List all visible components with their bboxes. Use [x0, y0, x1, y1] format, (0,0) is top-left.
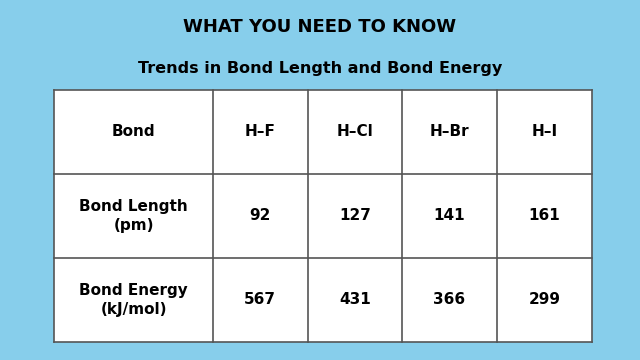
Text: 92: 92 — [250, 208, 271, 224]
Text: 161: 161 — [529, 208, 560, 224]
Bar — [308, 90, 402, 174]
Bar — [497, 90, 592, 174]
Bar — [402, 174, 497, 258]
Text: Trends in Bond Length and Bond Energy: Trends in Bond Length and Bond Energy — [138, 61, 502, 76]
Bar — [308, 258, 402, 342]
Bar — [497, 258, 592, 342]
Bar — [54, 258, 213, 342]
Text: WHAT YOU NEED TO KNOW: WHAT YOU NEED TO KNOW — [184, 18, 456, 36]
Bar — [497, 174, 592, 258]
Text: 567: 567 — [244, 292, 276, 307]
Bar — [213, 90, 308, 174]
Text: 141: 141 — [434, 208, 465, 224]
Text: 299: 299 — [529, 292, 561, 307]
Bar — [402, 258, 497, 342]
Text: 366: 366 — [433, 292, 465, 307]
Text: 127: 127 — [339, 208, 371, 224]
Text: H–Br: H–Br — [429, 125, 469, 139]
Text: Bond Length
(pm): Bond Length (pm) — [79, 199, 188, 233]
Bar — [213, 174, 308, 258]
Bar — [54, 90, 213, 174]
Text: 431: 431 — [339, 292, 371, 307]
Text: Bond: Bond — [112, 125, 156, 139]
Text: H–Cl: H–Cl — [337, 125, 373, 139]
Bar — [308, 174, 402, 258]
Bar — [54, 174, 213, 258]
Text: Bond Energy
(kJ/mol): Bond Energy (kJ/mol) — [79, 283, 188, 317]
Bar — [213, 258, 308, 342]
Text: H–I: H–I — [531, 125, 557, 139]
Bar — [402, 90, 497, 174]
Text: H–F: H–F — [245, 125, 276, 139]
